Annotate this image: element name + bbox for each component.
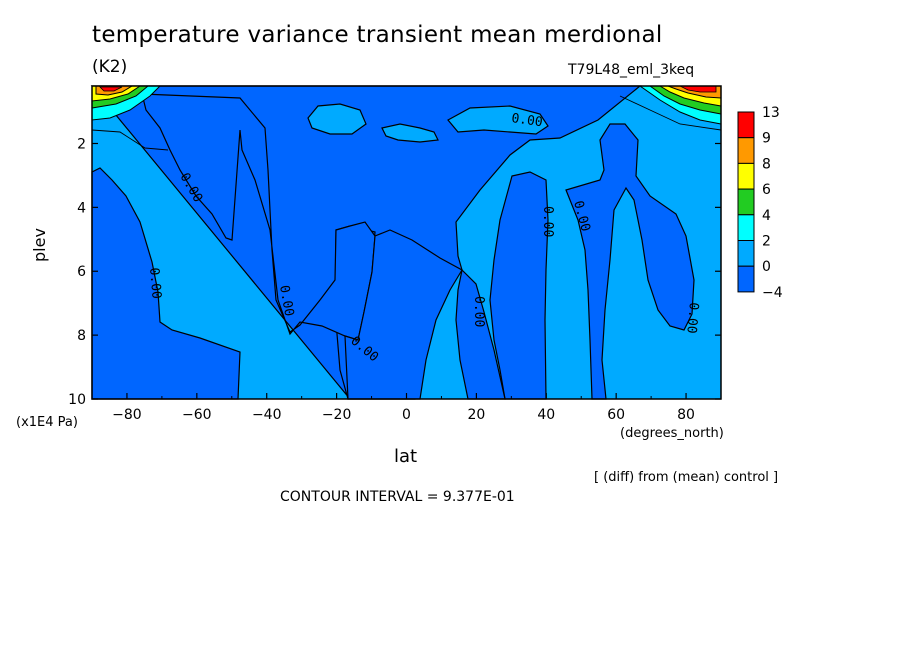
x-tick-label: −20 xyxy=(322,407,352,423)
x-tick-label: −40 xyxy=(252,407,282,423)
colorbar-label: 4 xyxy=(762,208,771,224)
patch-upper-right2 xyxy=(447,105,549,135)
y-axis-units: (x1E4 Pa) xyxy=(16,415,78,430)
diff-note: [ (diff) from (mean) control ] xyxy=(594,470,779,485)
colorbar-label: 0 xyxy=(762,259,771,275)
contour-label: 0.00 xyxy=(276,284,296,317)
x-tick-label: 20 xyxy=(467,407,485,423)
colorbar-box xyxy=(737,137,755,164)
contour-label: 0.00 xyxy=(540,206,555,237)
colorbar-label: 9 xyxy=(762,131,771,147)
region-west xyxy=(91,167,241,400)
colorbar-label: 13 xyxy=(762,105,780,121)
colorbar-box xyxy=(737,188,755,216)
colorbar-label: 8 xyxy=(762,156,771,172)
contour-label: 0.00 xyxy=(471,296,486,327)
x-tick-label: −80 xyxy=(112,407,142,423)
contour-label: 0.00 xyxy=(683,302,701,335)
colorbar: 13 9 8 6 4 2 0 −4 xyxy=(737,105,783,301)
contour-interval-note: CONTOUR INTERVAL = 9.377E-01 xyxy=(280,489,515,505)
x-axis: −80 −60 −40 −20 0 20 40 60 80 xyxy=(91,393,722,423)
contour-label: 0.00 xyxy=(510,111,543,130)
x-tick-label: 40 xyxy=(537,407,555,423)
x-axis-units: (degrees_north) xyxy=(620,426,724,441)
colorbar-label: −4 xyxy=(762,285,783,301)
chart-units: (K2) xyxy=(92,57,128,77)
x-tick-label: 80 xyxy=(677,407,695,423)
y-tick-label: 2 xyxy=(77,136,86,152)
y-tick-label: 4 xyxy=(77,200,86,216)
colorbar-box xyxy=(737,240,755,267)
colorbar-box xyxy=(737,162,755,190)
colorbar-box xyxy=(737,265,755,293)
y-axis: 2 4 6 8 10 xyxy=(68,136,721,408)
y-axis-label: plev xyxy=(30,228,49,262)
region-mid-tongue xyxy=(344,229,463,400)
polar-maximum-northeast xyxy=(638,85,722,125)
x-axis-label: lat xyxy=(394,446,418,467)
mid-value-patches xyxy=(307,103,549,143)
model-label: T79L48_eml_3keq xyxy=(568,62,695,78)
colorbar-box xyxy=(737,111,755,139)
contour-label: 0.00 xyxy=(146,267,164,300)
x-tick-label: 60 xyxy=(607,407,625,423)
y-tick-label: 10 xyxy=(68,392,86,408)
x-tick-label: −60 xyxy=(182,407,212,423)
patch-upper-right xyxy=(381,123,439,143)
colorbar-label: 2 xyxy=(762,234,771,250)
faint-contour-ne xyxy=(619,95,722,131)
patch-upper-left xyxy=(307,103,367,135)
colorbar-box xyxy=(737,214,755,242)
colorbar-label: 6 xyxy=(762,182,771,198)
y-tick-label: 8 xyxy=(77,328,86,344)
x-tick-label: 0 xyxy=(402,407,411,423)
faint-contour-sw xyxy=(91,129,169,151)
y-tick-label: 6 xyxy=(77,264,86,280)
chart-title: temperature variance transient mean merd… xyxy=(92,22,663,48)
